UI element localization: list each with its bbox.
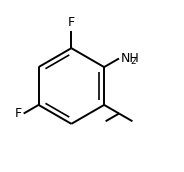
Text: F: F xyxy=(68,16,75,29)
Text: NH: NH xyxy=(121,52,140,65)
Text: F: F xyxy=(15,107,22,120)
Text: 2: 2 xyxy=(131,57,136,66)
